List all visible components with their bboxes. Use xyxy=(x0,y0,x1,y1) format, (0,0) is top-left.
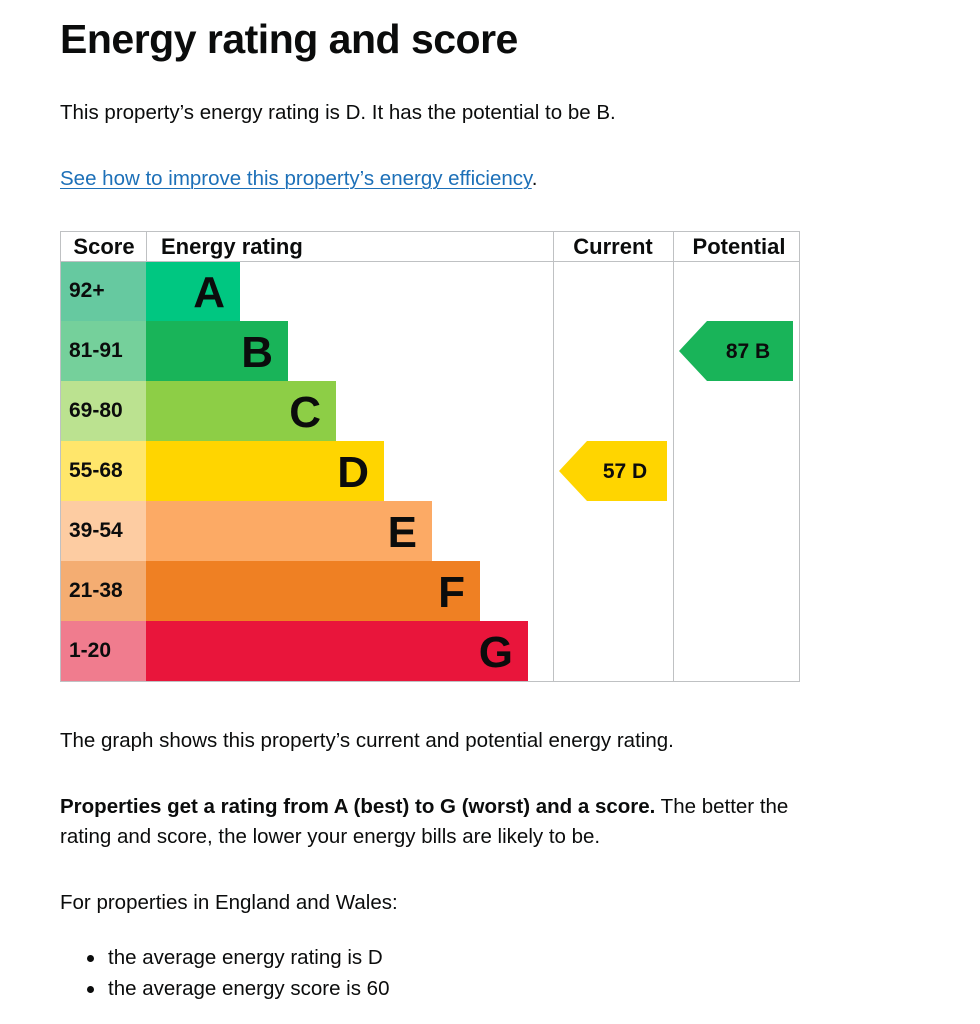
current-header: Current xyxy=(573,234,653,259)
current-rating-label: 57 D xyxy=(603,460,647,483)
wales-intro: For properties in England and Wales: xyxy=(60,891,398,914)
rating-bar xyxy=(146,441,384,501)
rating-explanation-bold: Properties get a rating from A (best) to… xyxy=(60,795,656,818)
current-arrow xyxy=(559,441,667,501)
score-cell xyxy=(60,381,146,441)
energy-rating-header: Energy rating xyxy=(161,234,303,259)
potential-rating-label: 87 B xyxy=(726,340,770,363)
improve-efficiency-link[interactable]: See how to improve this property’s energ… xyxy=(60,167,532,190)
score-range-label: 39-54 xyxy=(69,519,123,542)
rating-letter: G xyxy=(479,628,513,677)
rating-bar xyxy=(146,261,240,321)
score-cell xyxy=(60,441,146,501)
rating-letter: F xyxy=(438,568,465,617)
score-cell xyxy=(60,621,146,681)
potential-header: Potential xyxy=(693,234,786,259)
rating-bar xyxy=(146,501,432,561)
improve-link-line: See how to improve this property’s energ… xyxy=(60,164,537,194)
score-range-label: 55-68 xyxy=(69,459,123,482)
rating-letter: A xyxy=(193,268,225,317)
page-title: Energy rating and score xyxy=(60,16,518,62)
chart-border xyxy=(60,231,800,682)
score-header: Score xyxy=(73,234,134,259)
rating-letter: B xyxy=(241,328,273,377)
rating-bar xyxy=(146,621,528,681)
rating-bar xyxy=(146,321,288,381)
score-range-label: 92+ xyxy=(69,279,105,302)
link-suffix: . xyxy=(531,167,538,190)
score-range-label: 69-80 xyxy=(69,399,123,422)
score-range-label: 81-91 xyxy=(69,339,123,362)
graph-note: The graph shows this property’s current … xyxy=(60,729,674,752)
score-range-label: 1-20 xyxy=(69,639,111,662)
rating-letter: D xyxy=(337,448,369,497)
score-cell xyxy=(60,501,146,561)
rating-summary: This property’s energy rating is D. It h… xyxy=(60,101,616,124)
rating-bar xyxy=(146,381,336,441)
score-cell xyxy=(60,321,146,381)
rating-letter: C xyxy=(289,388,321,437)
rating-bar xyxy=(146,561,480,621)
potential-arrow xyxy=(679,321,793,381)
list-item: the average energy score is 60 xyxy=(60,973,389,1004)
score-cell xyxy=(60,561,146,621)
score-cell xyxy=(60,261,146,321)
rating-explanation-rest: The better the rating and score, the low… xyxy=(60,795,789,848)
rating-letter: E xyxy=(388,508,417,557)
averages-list: the average energy rating is D the avera… xyxy=(60,942,389,1004)
rating-explanation: Properties get a rating from A (best) to… xyxy=(60,792,820,852)
score-range-label: 21-38 xyxy=(69,579,123,602)
list-item: the average energy rating is D xyxy=(60,942,389,973)
